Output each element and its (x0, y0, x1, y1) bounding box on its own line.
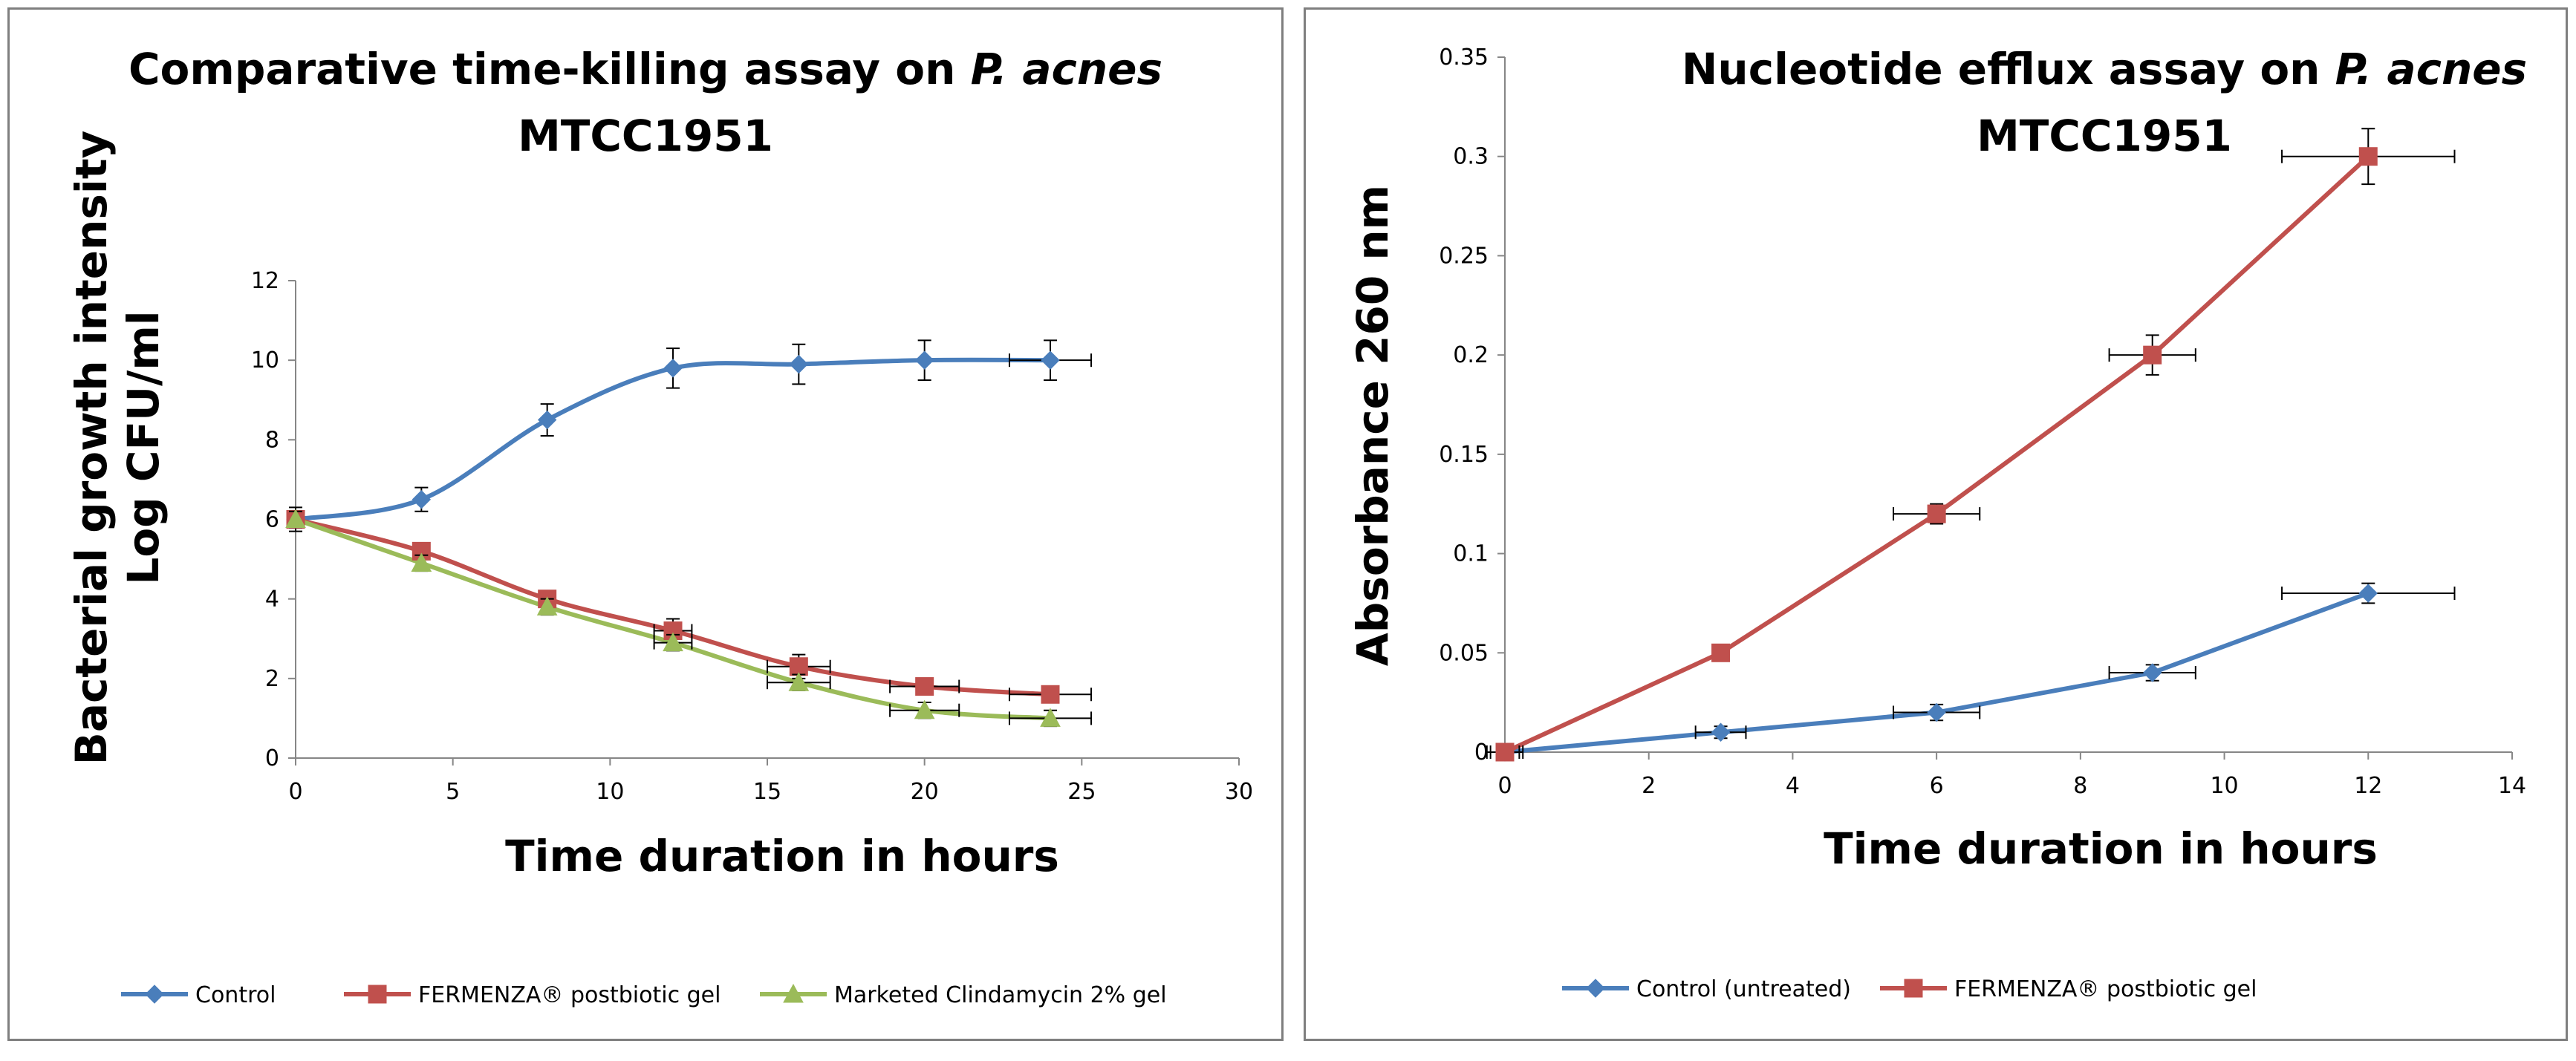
data-point-series-1 (1711, 643, 1731, 662)
y-axis-label: Absorbance 260 nm (1347, 185, 1398, 666)
legend-marker (368, 985, 387, 1004)
series-line-1 (1503, 154, 2370, 754)
data-point-series-0 (914, 350, 934, 370)
y-tick-label: 0 (265, 745, 279, 771)
chart-title-line2: MTCC1951 (1977, 111, 2232, 161)
legend: Control (untreated) FERMENZA® postbiotic … (1562, 976, 2257, 1002)
data-point-series-0 (537, 410, 557, 430)
data-point-series-0 (1041, 350, 1060, 370)
data-point-series-2 (1040, 708, 1061, 727)
data-point-series-1 (1495, 742, 1515, 762)
y-tick-label: 12 (251, 268, 279, 294)
y-tick-label: 2 (265, 666, 279, 692)
x-tick-label: 0 (288, 779, 302, 805)
data-point-series-1 (915, 677, 934, 696)
y-tick-label: 0.1 (1453, 541, 1489, 567)
y-axis-label-line1: Bacterial growth intensity (66, 131, 117, 765)
legend-label: Control (untreated) (1636, 976, 1851, 1002)
time-killing-chart: Comparative time-killing assay on P. acn… (66, 44, 1253, 1008)
legend-label: FERMENZA® postbiotic gel (1954, 976, 2257, 1002)
chart-title-line1: Comparative time-killing assay on P. acn… (129, 44, 1162, 94)
x-tick-label: 10 (2210, 773, 2238, 799)
y-axis-label-line2: Log CFU/ml (118, 310, 169, 584)
plot-area: 0 2 4 6 8 10 12 0 5 10 15 20 25 30 (251, 268, 1253, 805)
data-point-series-0 (1711, 722, 1731, 742)
y-tick-label: 10 (251, 347, 279, 373)
data-point-series-1 (1041, 685, 1060, 704)
data-point-series-0 (2143, 663, 2162, 682)
legend-label: Marketed Clindamycin 2% gel (834, 982, 1167, 1008)
x-axis-label: Time duration in hours (1824, 823, 2378, 874)
y-tick-label: 0.35 (1439, 45, 1489, 71)
series-line-1 (295, 517, 1051, 697)
chart-title-line1: Nucleotide efflux assay on P. acnes (1682, 44, 2527, 94)
y-tick-label: 4 (265, 587, 279, 613)
y-tick-label: 0 (1474, 740, 1489, 765)
x-tick-label: 12 (2354, 773, 2382, 799)
x-tick-label: 2 (1642, 773, 1656, 799)
chart-panel-nucleotide-efflux: Nucleotide efflux assay on P. acnes MTCC… (1304, 7, 2568, 1041)
x-tick-label: 10 (596, 779, 624, 805)
plot-area: 0 0.05 0.1 0.15 0.2 0.25 0.3 0.35 0 2 4 6 8 10 12 14 (1439, 45, 2526, 799)
data-point-series-0 (789, 354, 809, 374)
x-tick-label: 8 (2073, 773, 2087, 799)
legend-marker (1586, 979, 1605, 998)
nucleotide-efflux-chart: Nucleotide efflux assay on P. acnes MTCC… (1347, 44, 2527, 1002)
x-tick-label: 0 (1497, 773, 1512, 799)
data-point-series-2 (663, 632, 683, 652)
chart-title-line2: MTCC1951 (518, 111, 773, 161)
data-point-series-1 (1927, 504, 1946, 523)
x-tick-label: 15 (753, 779, 781, 805)
legend-label: FERMENZA® postbiotic gel (418, 982, 721, 1008)
legend-marker (1904, 979, 1923, 998)
data-point-series-1 (2358, 147, 2378, 166)
x-axis-label: Time duration in hours (505, 831, 1059, 881)
x-tick-label: 4 (1786, 773, 1800, 799)
x-tick-label: 25 (1067, 779, 1096, 805)
y-tick-label: 6 (265, 507, 279, 533)
data-point-series-2 (914, 699, 935, 719)
data-point-series-0 (1927, 702, 1946, 722)
legend-marker (145, 985, 164, 1004)
x-tick-label: 6 (1930, 773, 1944, 799)
data-point-series-1 (2143, 345, 2162, 365)
legend: Control FERMENZA® postbiotic gel Marketed … (121, 982, 1167, 1008)
data-point-series-2 (285, 509, 306, 528)
x-tick-label: 5 (446, 779, 460, 805)
data-point-series-0 (663, 359, 683, 378)
x-tick-label: 30 (1225, 779, 1253, 805)
data-point-series-0 (2358, 584, 2378, 603)
data-point-series-0 (412, 490, 432, 509)
data-point-series-2 (411, 552, 432, 572)
legend-label: Control (195, 982, 276, 1008)
data-point-series-2 (788, 672, 810, 691)
legend-marker (783, 983, 804, 1003)
y-tick-label: 0.05 (1439, 640, 1489, 666)
series-line-0 (1504, 591, 2370, 754)
chart-panel-time-killing: Comparative time-killing assay on P. acn… (7, 7, 1284, 1041)
y-tick-label: 0.15 (1439, 442, 1489, 468)
y-tick-label: 0.2 (1453, 342, 1489, 368)
x-tick-label: 20 (911, 779, 939, 805)
x-tick-label: 14 (2498, 773, 2526, 799)
data-point-series-2 (536, 596, 558, 616)
y-tick-label: 8 (265, 427, 279, 453)
y-tick-label: 0.3 (1453, 144, 1489, 170)
y-tick-label: 0.25 (1439, 243, 1489, 269)
